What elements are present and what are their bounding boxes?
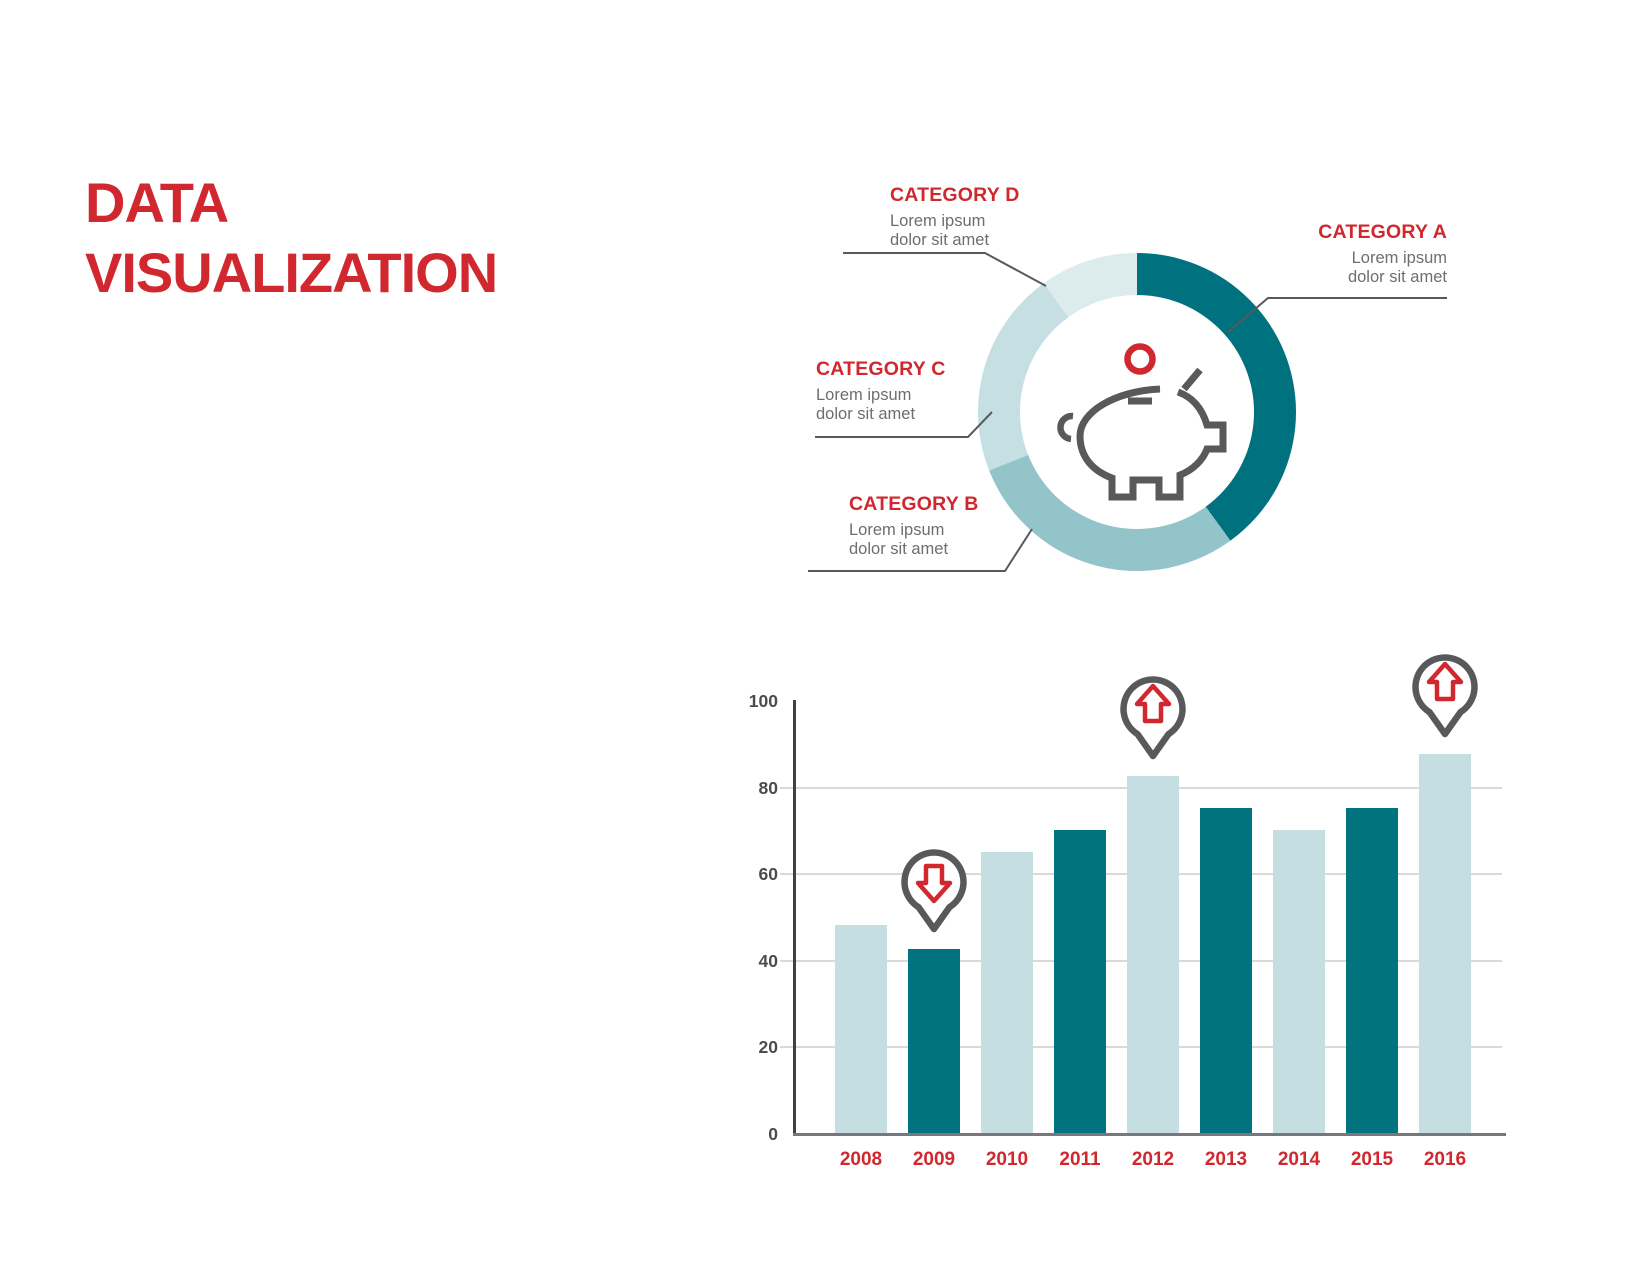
category-b-title: CATEGORY B (849, 493, 979, 515)
piggy-body (1076, 385, 1227, 501)
bar-2011 (1054, 829, 1106, 1133)
x-label-2010: 2010 (985, 1149, 1029, 1170)
bar-2015 (1346, 808, 1398, 1133)
up-arrow-icon (1426, 661, 1464, 702)
category-a-title: CATEGORY A (1318, 221, 1447, 243)
category-d-desc: Lorem ipsum dolor sit amet (890, 212, 1019, 250)
page-title-line1: DATA (85, 171, 229, 234)
donut-label-category-b: CATEGORY B Lorem ipsum dolor sit amet (849, 493, 978, 559)
bar-2010 (981, 851, 1033, 1133)
x-label-2016: 2016 (1423, 1149, 1467, 1170)
y-axis-line (793, 700, 796, 1133)
x-axis-line (793, 1133, 1506, 1136)
x-label-2008: 2008 (839, 1149, 883, 1170)
category-a-desc-line2: dolor sit amet (1347, 268, 1447, 286)
piggy-tail (1057, 412, 1074, 443)
x-label-2011: 2011 (1059, 1149, 1101, 1170)
down-arrow-icon (915, 863, 953, 904)
category-d-desc-line2: dolor sit amet (890, 231, 990, 249)
bar-2013 (1200, 808, 1252, 1133)
y-tick-label-80: 80 (758, 777, 778, 798)
piggy-ear (1181, 367, 1203, 392)
x-label-2009: 2009 (912, 1149, 956, 1170)
x-label-2015: 2015 (1350, 1149, 1394, 1170)
y-tick-label-40: 40 (758, 950, 778, 971)
x-label-2014: 2014 (1277, 1149, 1321, 1170)
up-arrow-pin-icon-2012 (1113, 672, 1193, 772)
connector-category-d (843, 252, 1047, 287)
category-a-desc-line1: Lorem ipsum (1351, 249, 1447, 267)
category-c-desc-line1: Lorem ipsum (816, 386, 912, 404)
page-title: DATA VISUALIZATION (85, 168, 498, 308)
category-b-desc: Lorem ipsum dolor sit amet (849, 521, 978, 559)
y-tick-label-20: 20 (758, 1037, 778, 1058)
bar-2014 (1273, 829, 1325, 1133)
down-arrow-pin-icon-2009 (894, 845, 974, 945)
y-tick-label-0: 0 (768, 1124, 778, 1144)
category-b-desc-line2: dolor sit amet (849, 540, 949, 558)
bar-2009 (908, 948, 960, 1133)
category-c-desc-line2: dolor sit amet (816, 405, 916, 423)
y-tick-label-100: 100 (748, 691, 778, 711)
category-d-title: CATEGORY D (890, 184, 1020, 206)
donut-label-category-a: CATEGORY A Lorem ipsum dolor sit amet (1318, 221, 1447, 287)
category-c-desc: Lorem ipsum dolor sit amet (816, 386, 945, 424)
up-arrow-pin-icon-2016 (1405, 650, 1485, 750)
category-a-desc: Lorem ipsum dolor sit amet (1318, 249, 1447, 287)
coin-icon (1124, 343, 1156, 375)
bar-2012 (1127, 775, 1179, 1133)
up-arrow-icon (1134, 683, 1172, 724)
bar-2008 (835, 925, 887, 1133)
bar-2016 (1419, 754, 1471, 1133)
x-label-2012: 2012 (1131, 1149, 1175, 1170)
piggy-bank-icon (1040, 340, 1240, 510)
category-b-desc-line1: Lorem ipsum (849, 521, 945, 539)
category-c-title: CATEGORY C (816, 358, 946, 380)
donut-hole (1020, 295, 1254, 529)
donut-label-category-c: CATEGORY C Lorem ipsum dolor sit amet (816, 358, 945, 424)
category-d-desc-line1: Lorem ipsum (890, 212, 986, 230)
page-title-line2: VISUALIZATION (85, 241, 498, 304)
y-tick-label-60: 60 (758, 864, 778, 885)
donut-label-category-d: CATEGORY D Lorem ipsum dolor sit amet (890, 184, 1019, 250)
x-label-2013: 2013 (1204, 1149, 1248, 1170)
